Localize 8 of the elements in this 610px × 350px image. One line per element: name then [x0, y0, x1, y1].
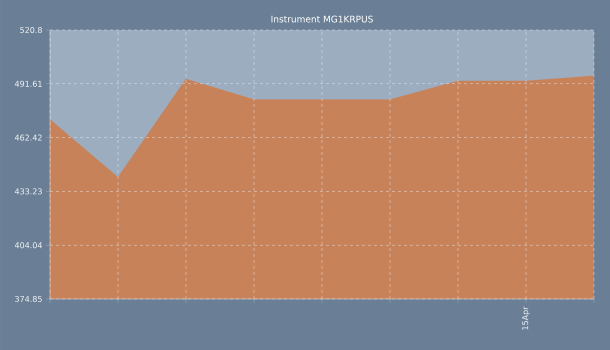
x-tick-label: 15Apr — [522, 306, 530, 330]
y-tick-label: 491.61 — [14, 80, 42, 87]
chart-title: Instrument MG1KRPUS — [272, 16, 373, 22]
y-tick-label: 374.85 — [15, 296, 42, 302]
y-tick-label: 433.23 — [14, 188, 42, 194]
y-tick-label: 462.42 — [14, 134, 42, 141]
y-tick-label: 520.8 — [20, 26, 42, 34]
y-tick-label: 404.04 — [14, 242, 42, 248]
